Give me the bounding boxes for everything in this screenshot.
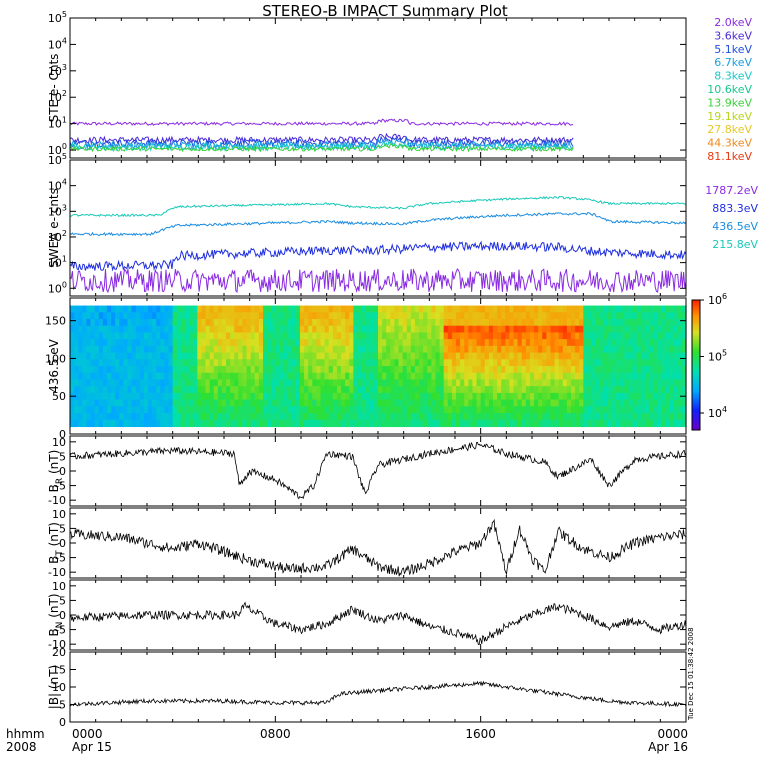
y-tick-label: -10: [48, 638, 66, 651]
br-trace: [69, 441, 687, 500]
y-tick-label: 10: [52, 580, 66, 593]
colorbar: [691, 299, 701, 431]
y-tick-label: 150: [45, 315, 66, 328]
swea-series-line: [69, 240, 687, 272]
y-tick-label: -10: [48, 566, 66, 579]
bn-trace: [69, 601, 687, 646]
y-tick-label: 10: [52, 681, 66, 694]
br-ylabel: BR (nT): [47, 450, 65, 493]
swea-legend-item: 883.3eV: [712, 202, 758, 215]
y-tick-label: 5: [59, 522, 66, 535]
y-tick-label: 10: [52, 508, 66, 521]
bt-trace: [69, 518, 687, 577]
x-corner-label-time: hhmm: [6, 727, 45, 741]
ste-series-line: [69, 140, 574, 152]
ste-legend-item: 27.8keV: [707, 123, 752, 136]
y-tick-label: 105: [48, 10, 67, 25]
y-tick-label: -10: [48, 494, 66, 507]
swea-series-line: [69, 212, 687, 237]
ste-series-line: [69, 118, 574, 127]
y-tick-label: 103: [48, 63, 67, 78]
y-tick-label: 5: [59, 699, 66, 712]
ste-legend-item: 6.7keV: [714, 56, 752, 69]
x-tick-label: 0000: [72, 727, 103, 741]
y-tick-label: 50: [52, 390, 66, 403]
ste-legend-item: 81.1keV: [707, 150, 752, 163]
swea-legend-item: 1787.2eV: [705, 184, 758, 197]
ste-legend-item: 10.6keV: [707, 83, 752, 96]
y-tick-label: 5: [59, 594, 66, 607]
ste-legend-item: 3.6keV: [714, 29, 752, 42]
ste-legend-item: 2.0keV: [714, 16, 752, 29]
br-panel-frame: [69, 435, 687, 507]
bn-ylabel: BN (nT): [47, 593, 65, 636]
ste-legend-item: 44.3keV: [707, 137, 752, 150]
y-tick-label: 0: [59, 609, 66, 622]
y-tick-label: 0: [59, 465, 66, 478]
colorbar-tick-label: 106: [708, 292, 727, 307]
bmag-ylabel: |B| (nT): [47, 665, 61, 709]
ste-legend-item: 13.9keV: [707, 96, 752, 109]
x-tick-label: 0800: [260, 727, 291, 741]
bmag-trace: [69, 680, 687, 708]
y-tick-label: 15: [52, 664, 66, 677]
bn-panel-frame: [69, 579, 687, 651]
x-tick-label: 1600: [465, 727, 496, 741]
spectrogram-cells: [70, 305, 687, 428]
plot-title: STEREO-B IMPACT Summary Plot: [262, 2, 508, 20]
y-tick-label: 102: [48, 89, 67, 104]
y-tick-label: 5: [59, 450, 66, 463]
y-tick-label: -5: [55, 480, 66, 493]
y-tick-label: 0: [59, 716, 66, 729]
y-tick-label: 20: [52, 646, 66, 659]
swea-ylabel: SWEA e- cnts: [47, 188, 61, 268]
y-tick-label: -5: [55, 624, 66, 637]
ste-legend-item: 8.3keV: [714, 70, 752, 83]
pad-ylabel: 436.5 eV: [47, 338, 61, 393]
x-corner-label-year: 2008: [6, 740, 37, 754]
swea-series-line: [69, 195, 687, 218]
y-tick-label: 0: [59, 428, 66, 441]
y-tick-label: 104: [48, 178, 67, 193]
colorbar-tick-label: 104: [708, 405, 727, 420]
y-tick-label: 101: [48, 255, 67, 270]
ste-series-line: [69, 132, 574, 145]
y-tick-label: 102: [48, 229, 67, 244]
bt-ylabel: BT (nT): [47, 522, 65, 564]
swea-series-line: [69, 268, 687, 294]
ste-legend-item: 19.1keV: [707, 110, 752, 123]
bmag-panel-frame: [69, 651, 687, 723]
y-tick-label: 103: [48, 203, 67, 218]
y-tick-label: 104: [48, 36, 67, 51]
y-tick-label: 0: [59, 537, 66, 550]
x-date-label: Apr 15: [72, 740, 112, 754]
colorbar-tick-label: 105: [708, 348, 727, 363]
ste-panel-frame: [69, 17, 687, 159]
ste-legend-item: 5.1keV: [714, 43, 752, 56]
ste-series-line: [69, 143, 574, 153]
y-tick-label: 105: [48, 152, 67, 167]
y-tick-label: 101: [48, 116, 67, 131]
x-date-label: Apr 16: [648, 740, 688, 754]
y-tick-label: 10: [52, 436, 66, 449]
y-tick-label: 100: [45, 352, 66, 365]
timestamp-stamp: Tue Dec 15 01:38:42 2008: [687, 627, 695, 721]
y-tick-label: 100: [48, 280, 67, 295]
x-tick-label: 0000: [657, 727, 688, 741]
swea-legend-item: 215.8eV: [712, 238, 758, 251]
y-tick-label: -5: [55, 552, 66, 565]
ste-ylabel: STE e- Cnts: [47, 54, 61, 123]
swea-legend-item: 436.5eV: [712, 220, 758, 233]
y-tick-label: 100: [48, 142, 67, 157]
